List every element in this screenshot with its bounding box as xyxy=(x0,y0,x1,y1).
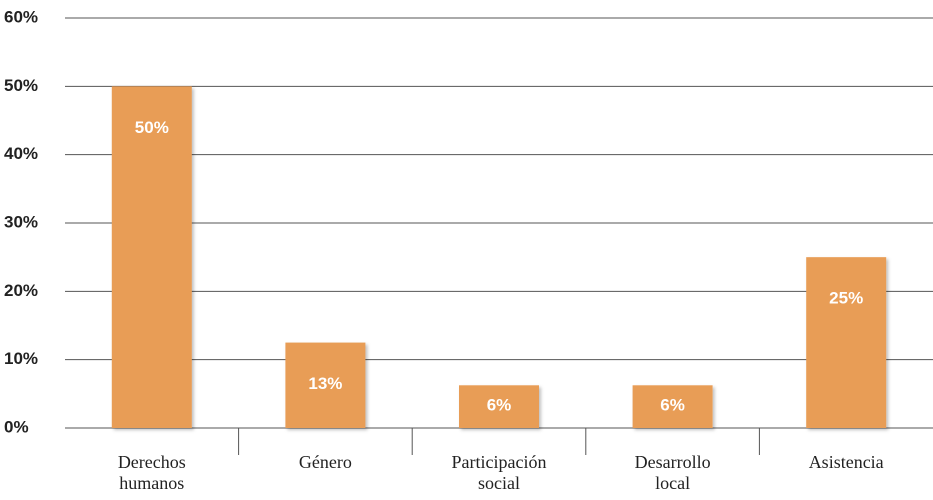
bar xyxy=(285,342,366,428)
value-label: 50% xyxy=(135,118,169,137)
bar xyxy=(632,385,713,428)
x-tick-label: Desarrollo local xyxy=(634,452,711,493)
y-tick-label: 20% xyxy=(4,281,38,300)
bar xyxy=(111,86,192,428)
value-label: 13% xyxy=(308,374,342,393)
bar xyxy=(806,257,887,428)
y-tick-label: 60% xyxy=(4,7,38,26)
value-label: 6% xyxy=(487,395,512,414)
y-tick-label: 40% xyxy=(4,144,38,163)
y-tick-label: 30% xyxy=(4,212,38,231)
x-tick-label: Género xyxy=(298,452,352,472)
y-tick-label: 0% xyxy=(4,417,29,436)
x-tick-label: Asistencia xyxy=(808,452,884,472)
x-tick-label: Participación social xyxy=(451,452,547,493)
value-label: 25% xyxy=(829,289,863,308)
y-tick-label: 50% xyxy=(4,76,38,95)
bar xyxy=(459,385,539,428)
value-label: 6% xyxy=(660,395,685,414)
x-tick-label: Derechos humanos xyxy=(117,452,186,493)
y-tick-label: 10% xyxy=(4,349,38,368)
